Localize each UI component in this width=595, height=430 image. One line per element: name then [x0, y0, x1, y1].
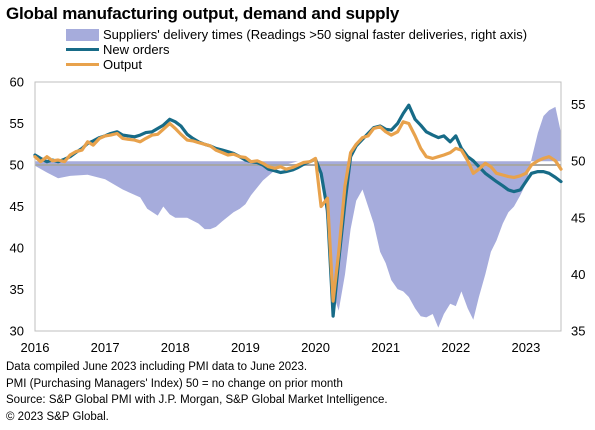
x-tick-label: 2020 — [301, 340, 330, 355]
note-data-compiled: Data compiled June 2023 including PMI da… — [6, 361, 308, 373]
chart-title: Global manufacturing output, demand and … — [6, 4, 400, 23]
x-tick-label: 2019 — [231, 340, 260, 355]
y-left-tick-label: 60 — [10, 75, 24, 90]
legend-swatch-delivery-times — [66, 28, 99, 41]
y-right-tick-label: 50 — [571, 154, 585, 169]
x-tick-label: 2016 — [21, 340, 50, 355]
y-right-tick-label: 55 — [571, 97, 585, 112]
note-pmi-definition: PMI (Purchasing Managers' Index) 50 = no… — [6, 377, 343, 390]
legend-label-delivery-times: Suppliers' delivery times (Readings >50 … — [103, 27, 528, 42]
legend-swatch-new-orders — [66, 48, 99, 51]
y-right-tick-label: 40 — [571, 267, 585, 282]
y-left-tick-label: 35 — [10, 282, 24, 297]
series-delivery-times-area — [35, 106, 561, 328]
y-left-tick-label: 45 — [10, 199, 24, 214]
x-tick-label: 2018 — [161, 340, 190, 355]
y-right-tick-label: 35 — [571, 324, 585, 339]
note-source: Source: S&P Global PMI with J.P. Morgan,… — [6, 394, 388, 406]
y-left-tick-label: 40 — [10, 241, 24, 256]
y-right-tick-label: 45 — [571, 210, 585, 225]
series-new-orders-line — [33, 103, 563, 318]
legend-item-output: Output — [66, 57, 527, 72]
note-copyright: © 2023 S&P Global. — [6, 410, 109, 423]
plot-frame — [34, 81, 562, 332]
y-left-tick-label: 50 — [10, 158, 24, 173]
legend-label-output: Output — [103, 57, 143, 72]
chart-legend: Suppliers' delivery times (Readings >50 … — [66, 27, 527, 72]
x-tick-label: 2021 — [371, 340, 400, 355]
series-output-line — [33, 120, 563, 303]
y-left-tick-label: 55 — [10, 116, 24, 131]
legend-label-new-orders: New orders — [103, 42, 170, 57]
x-tick-label: 2022 — [441, 340, 470, 355]
legend-swatch-output — [66, 63, 99, 66]
chart-notes: Data compiled June 2023 including PMI da… — [6, 359, 388, 425]
legend-item-delivery-times: Suppliers' delivery times (Readings >50 … — [66, 27, 527, 42]
legend-item-new-orders: New orders — [66, 42, 527, 57]
x-tick-label: 2017 — [91, 340, 120, 355]
y-left-tick-label: 30 — [10, 324, 24, 339]
x-tick-label: 2023 — [511, 340, 540, 355]
